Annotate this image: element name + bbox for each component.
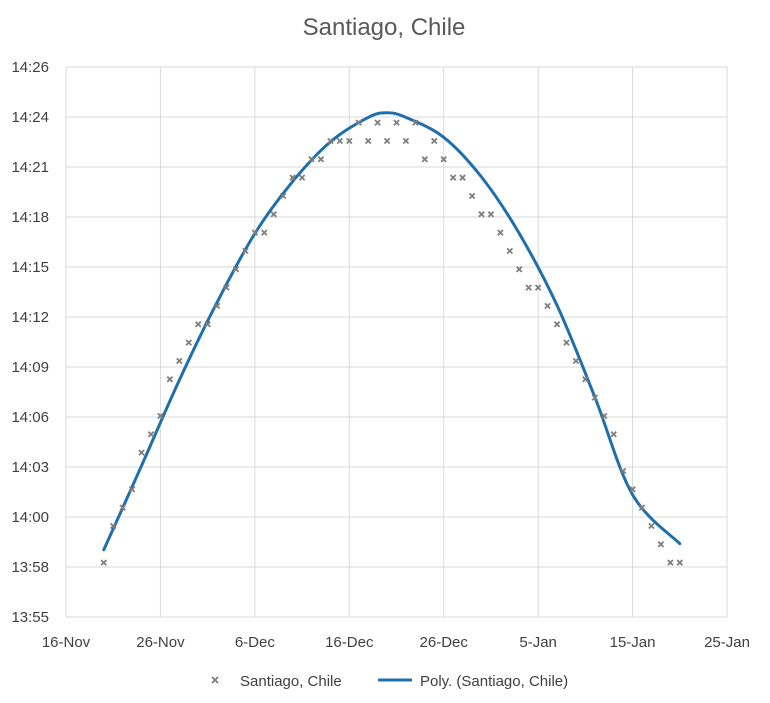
data-point (232, 266, 240, 273)
x-tick-label: 6-Dec (235, 634, 276, 651)
x-tick-label: 16-Nov (42, 634, 91, 651)
data-point (534, 284, 542, 291)
data-point (601, 412, 608, 420)
data-point (355, 119, 362, 126)
y-tick-label: 13:58 (11, 559, 49, 576)
chart-title: Santiago, Chile (303, 14, 466, 41)
data-point (393, 119, 400, 126)
data-point (667, 559, 674, 566)
x-tick-label: 25-Jan (704, 634, 750, 651)
data-point (336, 137, 344, 145)
data-point (374, 119, 381, 126)
x-tick-label: 15-Jan (610, 634, 656, 651)
y-tick-label: 14:06 (11, 409, 49, 426)
data-point (308, 156, 315, 163)
data-point (676, 559, 684, 566)
y-tick-label: 14:24 (11, 109, 49, 126)
data-point (440, 156, 447, 163)
data-point (412, 119, 419, 126)
data-point (657, 541, 665, 548)
y-tick-label: 14:00 (11, 509, 49, 526)
data-point (638, 504, 646, 511)
data-point (279, 192, 287, 200)
data-point (157, 412, 164, 420)
data-point (619, 467, 627, 475)
data-point (119, 504, 126, 511)
grid-lines (65, 66, 728, 618)
data-point (431, 137, 438, 145)
data-point (648, 522, 655, 530)
y-tick-label: 14:12 (11, 309, 49, 326)
data-point (194, 321, 202, 328)
data-point (553, 321, 561, 328)
legend-label-trendline: Poly. (Santiago, Chile) (420, 673, 568, 690)
data-point (383, 137, 391, 145)
data-point (544, 302, 551, 310)
data-point (497, 229, 504, 236)
data-point (516, 266, 523, 273)
x-tick-label: 16-Dec (325, 634, 374, 651)
data-point (261, 229, 268, 236)
data-point (572, 357, 580, 365)
x-tick-label: 26-Dec (420, 634, 469, 651)
data-point (563, 339, 570, 346)
x-tick-label: 5-Jan (519, 634, 557, 651)
y-tick-label: 14:03 (11, 459, 49, 476)
data-point (223, 284, 230, 291)
data-point (364, 137, 372, 145)
x-axis-tick-labels: 16-Nov 26-Nov 6-Dec 16-Dec 26-Dec 5-Jan 15-Jan… (42, 634, 750, 651)
marker-layer (100, 119, 684, 566)
data-point (128, 486, 136, 493)
legend: Santiago, Chile Poly. (Santiago, Chile) (211, 673, 568, 690)
data-point (327, 137, 334, 145)
legend-label-observed: Santiago, Chile (240, 673, 342, 690)
data-point (459, 174, 466, 181)
data-point (487, 211, 495, 218)
data-point (147, 431, 155, 438)
data-point (100, 559, 108, 566)
y-tick-label: 14:18 (11, 209, 49, 226)
y-tick-label: 13:55 (11, 609, 49, 626)
trendline-layer (102, 111, 682, 552)
data-point (506, 247, 514, 255)
data-point (270, 211, 277, 218)
x-tick-label: 26-Nov (136, 634, 185, 651)
data-point (591, 394, 599, 401)
data-point (204, 321, 211, 328)
y-tick-label: 14:21 (11, 159, 49, 176)
data-point (629, 486, 636, 493)
data-point (166, 376, 174, 383)
data-point (449, 174, 457, 181)
data-point (468, 192, 476, 200)
data-point (176, 357, 183, 365)
y-tick-label: 14:26 (11, 59, 49, 76)
data-point (213, 302, 221, 310)
data-point (185, 339, 192, 346)
data-point (317, 156, 325, 163)
data-point (251, 229, 259, 236)
trendline (102, 111, 682, 552)
data-point (138, 449, 145, 456)
data-point (610, 431, 617, 438)
data-point (242, 247, 249, 255)
legend-marker-icon (211, 676, 219, 684)
data-point (402, 137, 410, 145)
y-tick-label: 14:15 (11, 259, 49, 276)
data-point (421, 156, 429, 163)
data-point (289, 174, 296, 181)
data-point (582, 376, 589, 383)
data-point (346, 137, 353, 145)
y-axis-tick-labels: 13:55 13:58 14:00 14:03 14:06 14:09 14:12 14:15… (11, 59, 49, 626)
data-point (478, 211, 485, 218)
data-point (298, 174, 306, 181)
data-point (109, 522, 117, 530)
data-point (525, 284, 532, 291)
y-tick-label: 14:09 (11, 359, 49, 376)
